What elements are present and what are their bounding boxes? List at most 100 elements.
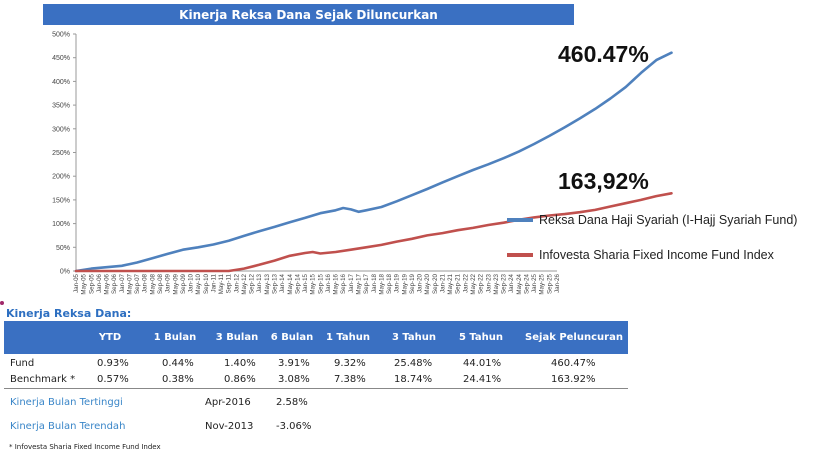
x-tick-label: May-09 <box>172 273 179 294</box>
index-end-value: 163,92% <box>558 168 649 194</box>
cell-fund-1-bulan: 0.44% <box>162 358 194 369</box>
x-tick-label: Sep-20 <box>432 273 439 294</box>
y-tick-label: 100% <box>52 221 70 228</box>
x-tick-label: Sep-06 <box>111 273 118 294</box>
header-sejak-peluncuran: Sejak Peluncuran <box>525 332 623 343</box>
row-label-fund: Fund <box>10 358 35 369</box>
x-tick-label: Jan-12 <box>233 273 240 292</box>
best-month-date: Apr-2016 <box>205 397 251 408</box>
cell-fund-1-tahun: 9.32% <box>334 358 366 369</box>
x-tick-label: May-12 <box>241 273 248 294</box>
cell-fund-since-launch: 460.47% <box>551 358 596 369</box>
x-tick-label: Jan-18 <box>371 273 378 292</box>
chart-title: Kinerja Reksa Dana Sejak Diluncurkan <box>43 4 574 25</box>
x-tick-label: Sep-09 <box>180 273 187 294</box>
performance-section-title: Kinerja Reksa Dana: <box>6 307 132 320</box>
x-tick-label: May-08 <box>149 273 156 294</box>
worst-month-date: Nov-2013 <box>205 421 254 432</box>
legend-swatch-index <box>507 253 533 257</box>
x-tick-label: May-24 <box>516 273 523 294</box>
x-tick-label: Sep-10 <box>203 273 210 294</box>
x-tick-label: Jan-15 <box>302 273 309 292</box>
x-tick-label: Sep-07 <box>134 273 141 294</box>
x-tick-label: Jan-21 <box>439 273 446 292</box>
x-tick-label: Sep-21 <box>455 273 462 294</box>
series-line-index <box>74 192 673 273</box>
legend-label-index: Infovesta Sharia Fixed Income Fund Index <box>539 248 774 262</box>
worst-month-label: Kinerja Bulan Terendah <box>10 421 126 432</box>
row-label-benchmark: Benchmark * <box>10 374 76 385</box>
header-5-tahun: 5 Tahun <box>458 332 504 343</box>
footnote: * Infovesta Sharia Fixed Income Fund Ind… <box>9 443 161 451</box>
cell-bench-ytd: 0.57% <box>97 374 129 385</box>
header-1-bulan: 1 Bulan <box>153 332 197 343</box>
series-line-fund <box>74 51 673 273</box>
x-tick-label: Sep-23 <box>501 273 508 294</box>
y-tick-label: 500% <box>52 32 70 39</box>
x-tick-label: Jan-25 <box>531 273 538 292</box>
header-1-tahun: 1 Tahun <box>325 332 371 343</box>
x-tick-label: Sep-12 <box>249 273 256 294</box>
y-tick-label: 300% <box>52 126 70 133</box>
x-tick-label: May-14 <box>287 273 294 294</box>
x-tick-label: May-25 <box>539 273 546 294</box>
header-3-bulan: 3 Bulan <box>215 332 259 343</box>
x-tick-label: Sep-05 <box>88 273 95 294</box>
y-tick-label: 50% <box>56 245 70 252</box>
x-tick-label: May-22 <box>470 273 477 294</box>
cell-fund-ytd: 0.93% <box>97 358 129 369</box>
x-tick-label: May-18 <box>378 273 385 294</box>
x-tick-label: Sep-08 <box>157 273 164 294</box>
x-tick-label: Jan-14 <box>279 273 286 292</box>
x-tick-label: Jan-07 <box>119 273 126 292</box>
legend-item-fund: Reksa Dana Haji Syariah (I-Hajj Syariah … <box>507 213 797 227</box>
x-tick-label: Jan-10 <box>188 273 195 292</box>
x-tick-label: May-15 <box>310 273 317 294</box>
x-tick-label: Jan-26 <box>554 273 561 292</box>
header-6-bulan: 6 Bulan <box>270 332 314 343</box>
x-tick-label: Sep-14 <box>294 273 301 294</box>
x-tick-label: May-10 <box>195 273 202 294</box>
table-divider <box>4 388 628 389</box>
x-tick-label: Sep-15 <box>317 273 324 294</box>
cell-fund-3-tahun: 25.48% <box>394 358 433 369</box>
cell-bench-1-bulan: 0.38% <box>162 374 194 385</box>
x-tick-label: Sep-18 <box>386 273 393 294</box>
x-tick-label: Jan-08 <box>142 273 149 292</box>
cell-bench-3-bulan: 0.86% <box>224 374 256 385</box>
x-tick-label: Sep-13 <box>272 273 279 294</box>
section-bullet <box>0 301 4 305</box>
x-tick-label: May-19 <box>401 273 408 294</box>
cell-fund-6-bulan: 3.91% <box>278 358 310 369</box>
x-tick-label: Sep-16 <box>340 273 347 294</box>
x-tick-label: May-17 <box>355 273 362 294</box>
y-tick-label: 250% <box>52 150 70 157</box>
legend-label-fund: Reksa Dana Haji Syariah (I-Hajj Syariah … <box>539 213 798 227</box>
x-tick-label: Sep-17 <box>363 273 370 294</box>
x-tick-label: May-07 <box>126 273 133 294</box>
cell-bench-1-tahun: 7.38% <box>334 374 366 385</box>
y-tick-label: 150% <box>52 197 70 204</box>
x-tick-label: May-11 <box>218 273 225 294</box>
x-tick-label: May-23 <box>493 273 500 294</box>
y-tick-label: 0% <box>60 269 70 276</box>
performance-line-chart: 0% 50% 100% 150% 200% 250% 300% 350% 400% 450% 500… <box>52 32 673 295</box>
x-tick-label: Sep-24 <box>523 273 530 294</box>
x-tick-label: May-06 <box>104 273 111 294</box>
fund-end-value: 460.47% <box>558 41 649 67</box>
best-month-value: 2.58% <box>276 397 308 408</box>
legend-swatch-fund <box>507 218 533 222</box>
y-tick-label: 350% <box>52 103 70 110</box>
header-3-tahun: 3 Tahun <box>391 332 437 343</box>
x-tick-label: Jan-06 <box>96 273 103 292</box>
table-header <box>4 321 628 354</box>
x-tick-label: Sep-22 <box>478 273 485 294</box>
x-tick-label: Jan-23 <box>485 273 492 292</box>
x-tick-label: Sep-25 <box>546 273 553 294</box>
y-tick-label: 450% <box>52 55 70 62</box>
cell-bench-since-launch: 163.92% <box>551 374 596 385</box>
x-tick-label: May-05 <box>81 273 88 294</box>
x-tick-label: Jan-13 <box>256 273 263 292</box>
y-tick-label: 200% <box>52 174 70 181</box>
x-tick-label: May-21 <box>447 273 454 294</box>
